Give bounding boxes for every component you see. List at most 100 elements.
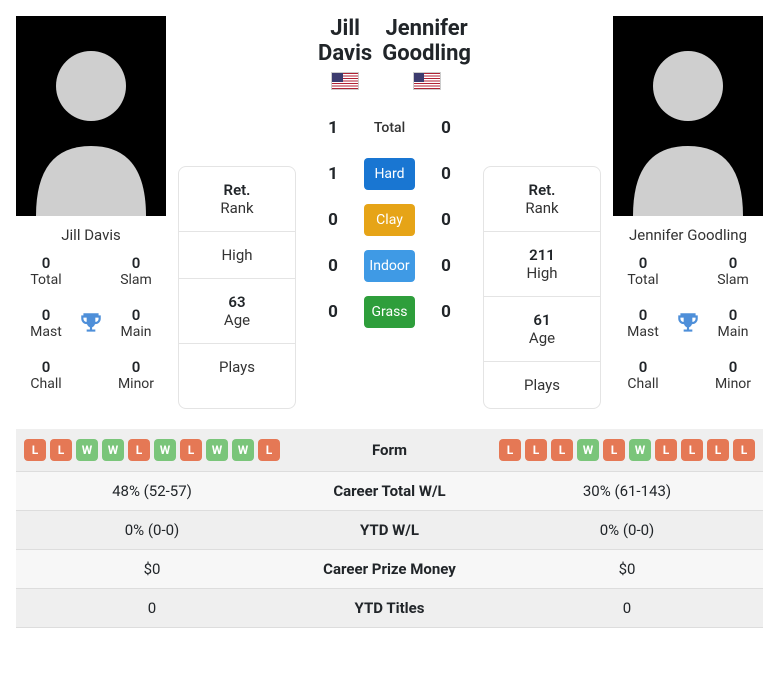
p1-title-minor: 0Minor: [106, 358, 166, 392]
form-badge[interactable]: W: [206, 439, 228, 461]
h2h-row: 0 Clay 0: [308, 204, 471, 236]
p1-plays: Plays: [179, 344, 295, 390]
surface-grass-button[interactable]: Grass: [364, 296, 415, 328]
p1-title-chall: 0Chall: [16, 358, 76, 392]
player1-name-under: Jill Davis: [16, 216, 166, 254]
stats-row-form: LLWWLWLWWLFormLLLWLWLLLL: [16, 429, 763, 472]
trophy-icon: [76, 306, 106, 340]
h2h-p2-score: 0: [421, 210, 471, 230]
p2-title-main: 0Main: [703, 306, 763, 340]
stats-label: YTD Titles: [288, 589, 491, 628]
h2h-row: 0 Indoor 0: [308, 250, 471, 282]
form-badge[interactable]: W: [154, 439, 176, 461]
stats-p1-value: 48% (52-57): [16, 472, 288, 511]
stats-p1-value: 0: [16, 589, 288, 628]
p1-high: High: [179, 232, 295, 279]
p2-title-minor: 0Minor: [703, 358, 763, 392]
form-badge[interactable]: L: [681, 439, 703, 461]
p2-title-mast: 0Mast: [613, 306, 673, 340]
player1-titles: 0Total 0Slam 0Mast 0Main 0Chall 0Minor: [16, 254, 166, 392]
h2h-p2-score: 0: [421, 256, 471, 276]
form-badge[interactable]: W: [232, 439, 254, 461]
form-badge[interactable]: W: [102, 439, 124, 461]
player2-header: Jennifer Goodling: [382, 16, 471, 94]
surface-clay-button[interactable]: Clay: [364, 204, 415, 236]
h2h-center: Jill Davis Jennifer Goodling 1 Total 0 1 Har…: [308, 16, 471, 409]
p1-title-main: 0Main: [106, 306, 166, 340]
p2-plays: Plays: [484, 362, 600, 408]
h2h-row: 1 Hard 0: [308, 158, 471, 190]
player2-card: Jennifer Goodling 0Total 0Slam 0Mast 0Ma…: [613, 16, 763, 409]
player1-info-col: Ret.Rank High 63Age Plays: [178, 166, 296, 409]
trophy-icon: [673, 306, 703, 340]
form-badge[interactable]: L: [603, 439, 625, 461]
form-badge[interactable]: L: [258, 439, 280, 461]
surface-indoor-button[interactable]: Indoor: [364, 250, 415, 282]
stats-p1-value: 0% (0-0): [16, 511, 288, 550]
p1-rank: Ret.Rank: [179, 167, 295, 232]
form-badge[interactable]: L: [180, 439, 202, 461]
player2-name: Jennifer Goodling: [382, 16, 471, 66]
stats-p2-value: 0% (0-0): [491, 511, 763, 550]
us-flag-icon: [331, 72, 359, 90]
avatar-silhouette-icon: [16, 16, 166, 216]
h2h-p2-score: 0: [421, 164, 471, 184]
us-flag-icon: [413, 72, 441, 90]
form-badge[interactable]: L: [551, 439, 573, 461]
surface-hard-button[interactable]: Hard: [364, 158, 415, 190]
h2h-p1-score: 0: [308, 210, 358, 230]
form-badge[interactable]: L: [50, 439, 72, 461]
h2h-row: 0Grass0: [308, 296, 471, 328]
stats-label: YTD W/L: [288, 511, 491, 550]
p1-age: 63Age: [179, 279, 295, 344]
p1-title-total: 0Total: [16, 254, 76, 288]
player1-header: Jill Davis: [308, 16, 382, 94]
stats-label: Form: [288, 429, 491, 472]
p2-title-chall: 0Chall: [613, 358, 673, 392]
form-badges: LLLWLWLLLL: [499, 439, 755, 461]
h2h-p1-score: 1: [308, 164, 358, 184]
h2h-p1-score: 0: [308, 256, 358, 276]
form-badge[interactable]: W: [577, 439, 599, 461]
stats-label: Career Total W/L: [288, 472, 491, 511]
p2-rank: Ret.Rank: [484, 167, 600, 232]
form-badge[interactable]: W: [76, 439, 98, 461]
form-badge[interactable]: L: [733, 439, 755, 461]
form-badge[interactable]: L: [24, 439, 46, 461]
player2-titles: 0Total 0Slam 0Mast 0Main 0Chall 0Minor: [613, 254, 763, 392]
form-badges: LLWWLWLWWL: [24, 439, 280, 461]
player2-avatar: [613, 16, 763, 216]
stats-row: 0YTD Titles0: [16, 589, 763, 628]
p1-title-slam: 0Slam: [106, 254, 166, 288]
player1-name: Jill Davis: [308, 16, 382, 66]
form-badge[interactable]: W: [629, 439, 651, 461]
h2h-row: 1 Total 0: [308, 112, 471, 144]
stats-p2-value: $0: [491, 550, 763, 589]
p2-title-total: 0Total: [613, 254, 673, 288]
h2h-p2-score: 0: [421, 118, 471, 138]
stats-p2-value: 30% (61-143): [491, 472, 763, 511]
player2-name-under: Jennifer Goodling: [613, 216, 763, 254]
h2h-rows: 1Total01Hard00Clay00Indoor00Grass0: [308, 112, 471, 342]
stats-p2-value: 0: [491, 589, 763, 628]
stats-p1-value: $0: [16, 550, 288, 589]
surface-total-button[interactable]: Total: [364, 112, 415, 144]
p2-high: 211High: [484, 232, 600, 297]
h2h-p1-score: 1: [308, 118, 358, 138]
p1-title-mast: 0Mast: [16, 306, 76, 340]
p2-age: 61Age: [484, 297, 600, 362]
stats-row: $0Career Prize Money$0: [16, 550, 763, 589]
form-badge[interactable]: L: [525, 439, 547, 461]
form-badge[interactable]: L: [499, 439, 521, 461]
player2-info-col: Ret.Rank 211High 61Age Plays: [483, 166, 601, 409]
avatar-silhouette-icon: [613, 16, 763, 216]
stats-row: 0% (0-0)YTD W/L0% (0-0): [16, 511, 763, 550]
form-badge[interactable]: L: [655, 439, 677, 461]
stats-table: LLWWLWLWWLFormLLLWLWLLLL48% (52-57)Caree…: [16, 429, 763, 628]
player1-card: Jill Davis 0Total 0Slam 0Mast 0Main 0Cha…: [16, 16, 166, 409]
h2h-p2-score: 0: [421, 302, 471, 322]
p2-title-slam: 0Slam: [703, 254, 763, 288]
top-section: Jill Davis 0Total 0Slam 0Mast 0Main 0Cha…: [16, 16, 763, 409]
form-badge[interactable]: L: [707, 439, 729, 461]
form-badge[interactable]: L: [128, 439, 150, 461]
